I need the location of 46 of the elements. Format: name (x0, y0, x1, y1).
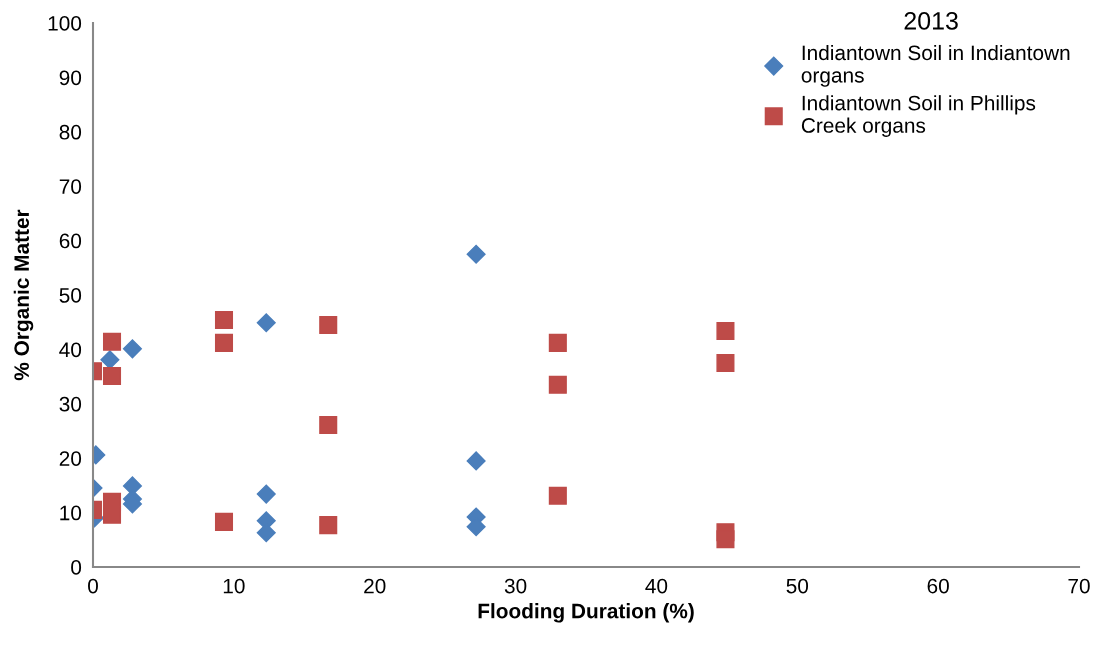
point (122, 339, 142, 359)
y-tick-label: 30 (59, 396, 82, 412)
x-tick-label: 40 (645, 578, 668, 594)
chart-title: 2013 (904, 12, 958, 30)
point (102, 367, 122, 386)
point (214, 512, 234, 531)
point (319, 516, 338, 535)
point (102, 332, 122, 351)
y-tick-label: 10 (60, 505, 82, 521)
y-axis-title: % Organic Matter (13, 209, 34, 381)
point (256, 313, 276, 333)
point (100, 350, 120, 370)
point (548, 333, 567, 352)
point (256, 523, 276, 543)
point (319, 315, 338, 334)
point (548, 486, 567, 505)
x-tick-label: 30 (504, 578, 527, 594)
point (548, 375, 567, 394)
y-tick-label: 40 (59, 342, 82, 358)
y-tick-label: 90 (59, 70, 82, 86)
point (716, 353, 735, 373)
y-tick-label: 20 (59, 451, 82, 466)
y-tick-label: 80 (59, 124, 82, 140)
y-tick-label: 60 (59, 233, 82, 249)
y-tick-label: 70 (59, 179, 82, 194)
point (716, 321, 735, 340)
y-tick-label: 0 (71, 560, 82, 575)
legend-label: Indiantown Soil in Phillips Creek organs (801, 95, 1036, 137)
point (319, 415, 338, 435)
x-axis-title: Flooding Duration (%) (478, 603, 694, 623)
legend-label: Indiantown Soil in Indiantown organs (801, 44, 1070, 87)
y-tick-label: 50 (59, 288, 82, 303)
x-tick-label: 0 (88, 578, 98, 594)
point (466, 451, 486, 471)
x-tick-label: 20 (364, 578, 386, 594)
point (466, 244, 486, 264)
x-tick-label: 50 (786, 578, 809, 594)
point (102, 505, 122, 524)
y-tick-label: 100 (48, 16, 82, 31)
x-tick-label: 60 (927, 578, 949, 594)
point (214, 310, 234, 330)
point (716, 530, 735, 549)
point (256, 484, 276, 504)
point (214, 333, 234, 352)
x-tick-label: 10 (223, 578, 245, 594)
x-tick-label: 70 (1068, 578, 1090, 594)
